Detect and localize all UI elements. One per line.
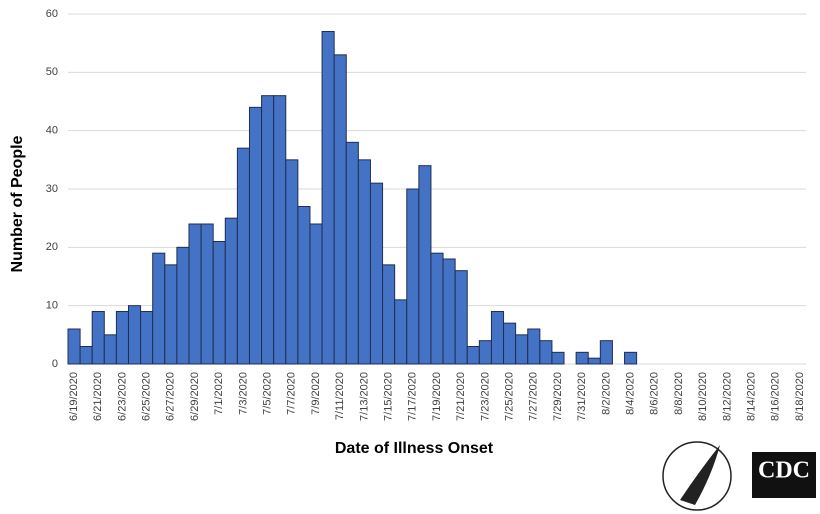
bar [224,217,238,365]
bar [490,311,505,365]
bar [188,223,202,365]
bar [285,159,299,365]
bar [575,351,589,365]
x-tick-label: 7/19/2020 [431,372,443,421]
x-tick-label: 8/12/2020 [721,372,733,421]
bar [527,328,541,365]
x-tick-label: 7/7/2020 [286,372,298,415]
y-tick-label: 50 [46,66,58,78]
bar [309,223,323,365]
y-tick-label: 20 [46,241,58,253]
x-tick-label: 8/8/2020 [673,372,685,415]
x-tick-label: 6/21/2020 [92,372,104,421]
bar [176,246,190,365]
x-tick-label: 8/10/2020 [697,372,709,421]
x-tick-label: 7/25/2020 [503,372,515,421]
x-tick-label: 6/27/2020 [165,372,177,421]
y-tick-label: 60 [46,8,58,20]
x-tick-label: 6/25/2020 [141,372,153,421]
x-tick-label: 7/29/2020 [552,372,564,421]
bar [103,334,117,365]
x-tick-label: 6/19/2020 [68,372,80,421]
bar [321,31,335,365]
bar [273,95,287,365]
bar [140,311,154,365]
bar [539,340,553,365]
bar [406,188,420,365]
y-tick-label: 40 [46,125,58,137]
y-axis-title: Number of People [9,135,26,272]
x-tick-label: 8/14/2020 [745,372,757,421]
x-tick-label: 8/4/2020 [624,372,636,415]
x-tick-label: 7/9/2020 [310,372,322,415]
bar [394,299,408,365]
x-tick-label: 8/6/2020 [649,372,661,415]
x-tick-label: 8/16/2020 [770,372,782,421]
x-tick-label: 7/23/2020 [479,372,491,421]
bar [164,264,178,365]
x-tick-label: 7/21/2020 [455,372,467,421]
bar [200,223,214,365]
bar [454,270,468,365]
bar [503,322,517,365]
x-tick-label: 6/23/2020 [116,372,128,421]
bar [248,106,263,365]
bar [442,258,456,365]
bar [382,264,396,365]
x-tick-label: 7/11/2020 [334,372,346,420]
bar [515,334,529,365]
bar [466,346,480,365]
y-tick-label: 30 [46,183,58,195]
bar [599,340,613,365]
x-tick-label: 7/17/2020 [407,372,419,421]
hhs-logo [662,441,732,511]
cdc-logo-text: CDC [758,458,810,484]
x-tick-label: 7/3/2020 [237,372,249,415]
bar [357,159,371,365]
x-tick-label: 7/15/2020 [383,372,395,421]
bar [369,182,384,365]
bar [236,147,250,365]
bar [67,328,81,365]
x-tick-label: 6/29/2020 [189,372,201,421]
bar [624,351,638,365]
y-tick-label: 0 [52,358,58,370]
bar [297,206,311,365]
y-tick-label: 10 [46,300,58,312]
bar [587,357,601,365]
bar [418,165,432,365]
x-tick-label: 7/5/2020 [262,372,274,415]
bar [152,252,166,365]
bar [478,340,492,365]
bar [79,346,93,365]
x-tick-label: 7/31/2020 [576,372,588,421]
x-tick-label: 7/27/2020 [528,372,540,421]
cdc-logo: CDC [752,452,816,498]
bar [212,241,226,365]
bar [430,252,444,365]
bar [345,141,359,365]
x-tick-label: 7/1/2020 [213,372,225,415]
bar [551,351,565,365]
bar [333,54,347,365]
x-tick-label: 8/18/2020 [794,372,806,421]
bar [127,305,142,365]
x-tick-label: 8/2/2020 [600,372,612,415]
bar [115,311,129,365]
x-tick-label: 7/13/2020 [358,372,370,421]
bar [261,95,275,365]
x-axis-title: Date of Illness Onset [335,440,494,457]
bar [91,311,105,365]
